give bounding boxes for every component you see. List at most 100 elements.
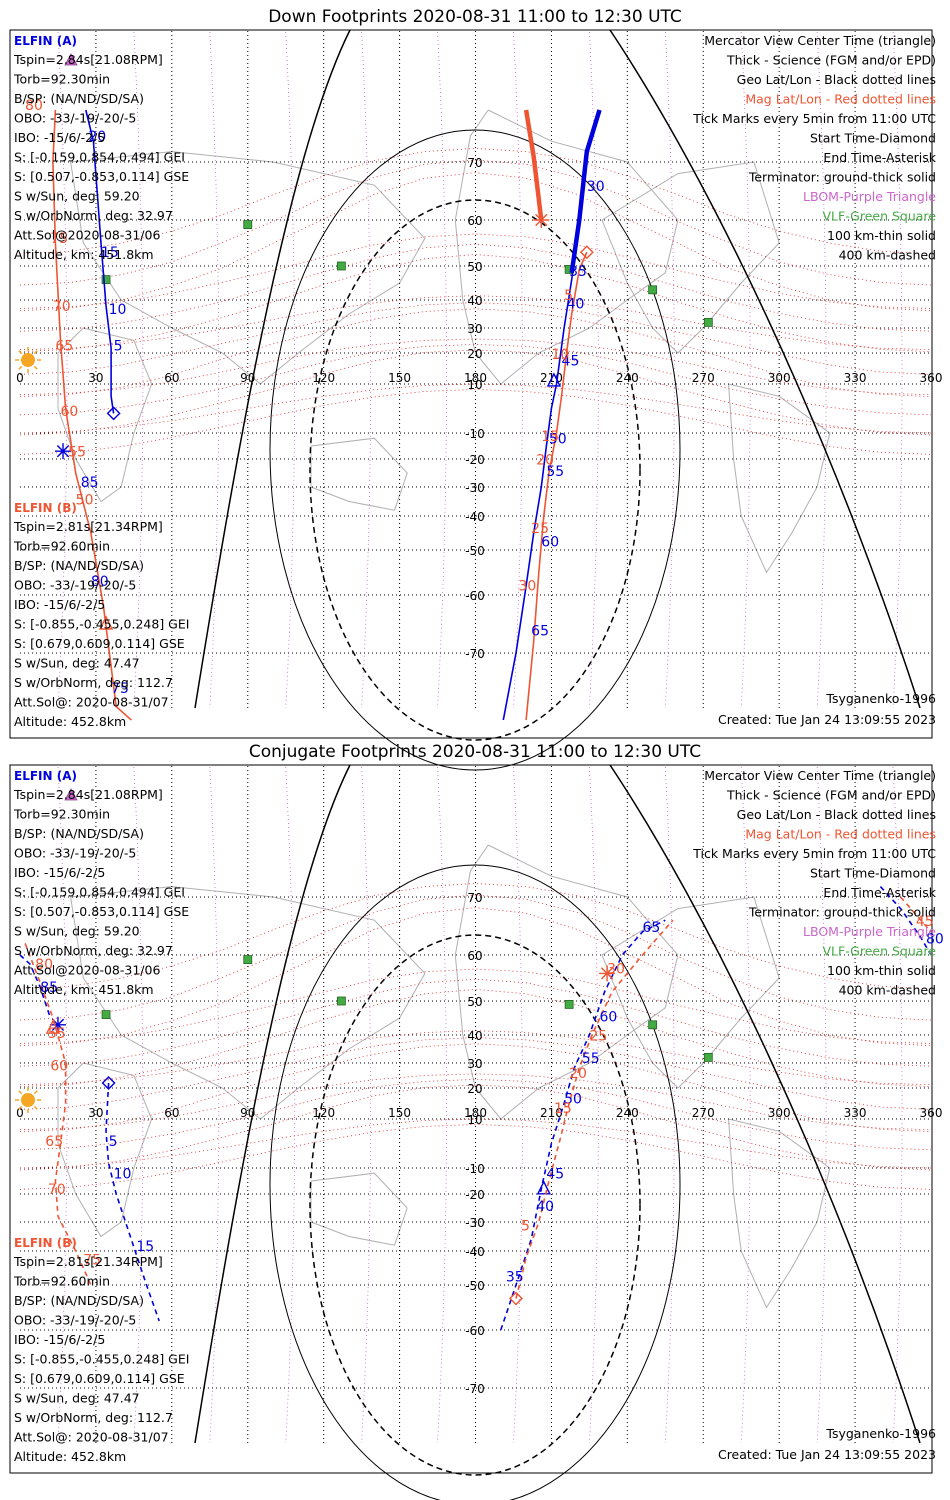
mag-latitude-line — [19, 233, 932, 309]
sun-ray — [33, 365, 38, 370]
track-tick-label: 65 — [55, 339, 73, 355]
legend-entry: Start Time-Diamond — [810, 866, 936, 881]
legend-entry: Start Time-Diamond — [810, 131, 936, 146]
end-time-asterisk — [533, 212, 550, 228]
longitude-tick-label: 120 — [312, 1106, 335, 1120]
latitude-tick-label: 60 — [467, 949, 482, 963]
model-label: Tsyganenko-1996 — [825, 1426, 936, 1441]
latitude-tick-label: 20 — [467, 1082, 482, 1096]
elfin-a-footprint-track — [500, 919, 666, 1331]
track-tick-label: 65 — [643, 920, 661, 936]
footprint-400km-boundary — [309, 199, 641, 741]
sun-ray — [18, 365, 23, 370]
terminator-line — [609, 29, 921, 709]
latitude-tick-label: -60 — [465, 589, 485, 603]
mag-longitude-line — [740, 766, 751, 1444]
track-tick-label: 5 — [521, 1219, 530, 1235]
longitude-tick-label: 240 — [616, 371, 639, 385]
elfin-b-footprint-track — [24, 943, 92, 1286]
terminator-line — [194, 29, 351, 709]
sun-icon — [15, 1087, 41, 1113]
center-time-triangle — [45, 1019, 61, 1034]
track-tick-label: 85 — [81, 475, 99, 491]
track-tick-label: 30 — [519, 579, 537, 595]
elfin-a-info-line: Att.Sol@2020-08-31/06 — [14, 228, 160, 243]
sun-disk — [21, 353, 35, 367]
track-tick-label: 40 — [567, 296, 585, 312]
legend-entry: Thick - Science (FGM and/or EPD) — [726, 53, 936, 68]
longitude-tick-label: 240 — [616, 1106, 639, 1120]
track-tick-label: 15 — [541, 429, 559, 445]
mag-latitude-line — [19, 343, 932, 416]
legend-entry: Terminator: ground-thick solid — [748, 905, 936, 920]
legend-entry: VLF-Green Square — [822, 944, 936, 959]
elfin-a-science-segment — [569, 109, 602, 274]
track-tick-label: 85 — [40, 980, 58, 996]
elfin-b-science-segment — [523, 109, 544, 221]
sun-ray — [33, 1090, 38, 1095]
vlf-station-marker — [336, 261, 346, 271]
longitude-tick-label: 0 — [16, 371, 24, 385]
track-tick-label: 80 — [926, 931, 944, 947]
legend-entry: VLF-Green Square — [822, 209, 936, 224]
elfin-b-title: ELFIN (B) — [14, 501, 77, 515]
elfin-a-info-line: S: [0.507,-0.853,0.114] GSE — [14, 169, 189, 184]
elfin-b-info-line: B/SP: (NA/ND/SD/SA) — [14, 1293, 144, 1308]
mag-latitude-line — [19, 1084, 932, 1171]
legend-entry: Mercator View Center Time (triangle) — [704, 33, 936, 48]
vlf-station-marker — [648, 285, 658, 295]
mag-latitude-line — [19, 388, 932, 455]
mag-latitude-line — [19, 349, 932, 436]
elfin-b-info-line: OBO: -33/-19/-20/-5 — [14, 578, 136, 593]
longitude-tick-label: 330 — [844, 1106, 867, 1120]
track-tick-label: 55 — [546, 464, 564, 480]
end-time-asterisk — [55, 443, 72, 460]
latitude-tick-label: -70 — [465, 1382, 485, 1396]
longitude-tick-label: 270 — [692, 1106, 715, 1120]
sun-ray — [18, 350, 23, 355]
legend-entry: 100 km-thin solid — [827, 228, 936, 243]
elfin-b-footprint-track — [899, 896, 932, 933]
mag-longitude-line — [361, 31, 372, 709]
elfin-b-info-line: OBO: -33/-19/-20/-5 — [14, 1313, 136, 1328]
elfin-a-info-line: Att.Sol@2020-08-31/06 — [14, 963, 160, 978]
lbom-triangle-marker — [64, 53, 78, 66]
land-outline — [310, 437, 408, 511]
track-tick-label: 45 — [562, 353, 580, 369]
elfin-b-info-line: IBO: -15/6/-2/5 — [14, 597, 105, 612]
latitude-tick-label: -50 — [465, 1279, 485, 1293]
track-tick-label: 15 — [554, 1101, 572, 1117]
vlf-station-marker — [648, 1020, 658, 1030]
land-outline — [454, 109, 679, 385]
track-tick-label: 45 — [916, 914, 934, 930]
legend-entry: Thick - Science (FGM and/or EPD) — [726, 788, 936, 803]
longitude-tick-label: 60 — [164, 371, 179, 385]
latitude-tick-label: 10 — [467, 378, 482, 392]
mag-latitude-line — [19, 1118, 932, 1169]
asterisk-stroke — [535, 213, 548, 227]
vlf-station-marker — [703, 317, 713, 327]
start-time-diamond — [101, 1076, 116, 1090]
mag-latitude-line — [19, 159, 932, 286]
elfin-a-title: ELFIN (A) — [14, 769, 77, 783]
latitude-tick-label: -30 — [465, 1216, 485, 1230]
map-frame — [9, 764, 933, 1474]
latitude-tick-label: 30 — [467, 322, 482, 336]
latitude-tick-label: -40 — [465, 1245, 485, 1259]
longitude-tick-label: 270 — [692, 371, 715, 385]
track-tick-label: 55 — [68, 444, 86, 460]
track-tick-label: 20 — [88, 129, 106, 145]
track-tick-label: 5 — [109, 1134, 118, 1150]
mag-longitude-line — [285, 766, 296, 1444]
latitude-tick-label: -50 — [465, 544, 485, 558]
legend-entry: LBOM-Purple Triangle — [803, 924, 936, 939]
track-tick-label: 10 — [109, 302, 127, 318]
longitude-tick-label: 360 — [920, 1106, 943, 1120]
vlf-station-marker — [243, 220, 253, 230]
latitude-tick-label: -10 — [465, 1162, 485, 1176]
land-outline — [728, 1118, 831, 1309]
longitude-tick-label: 210 — [540, 1106, 563, 1120]
longitude-tick-label: 330 — [844, 371, 867, 385]
vlf-station-marker — [243, 955, 253, 964]
